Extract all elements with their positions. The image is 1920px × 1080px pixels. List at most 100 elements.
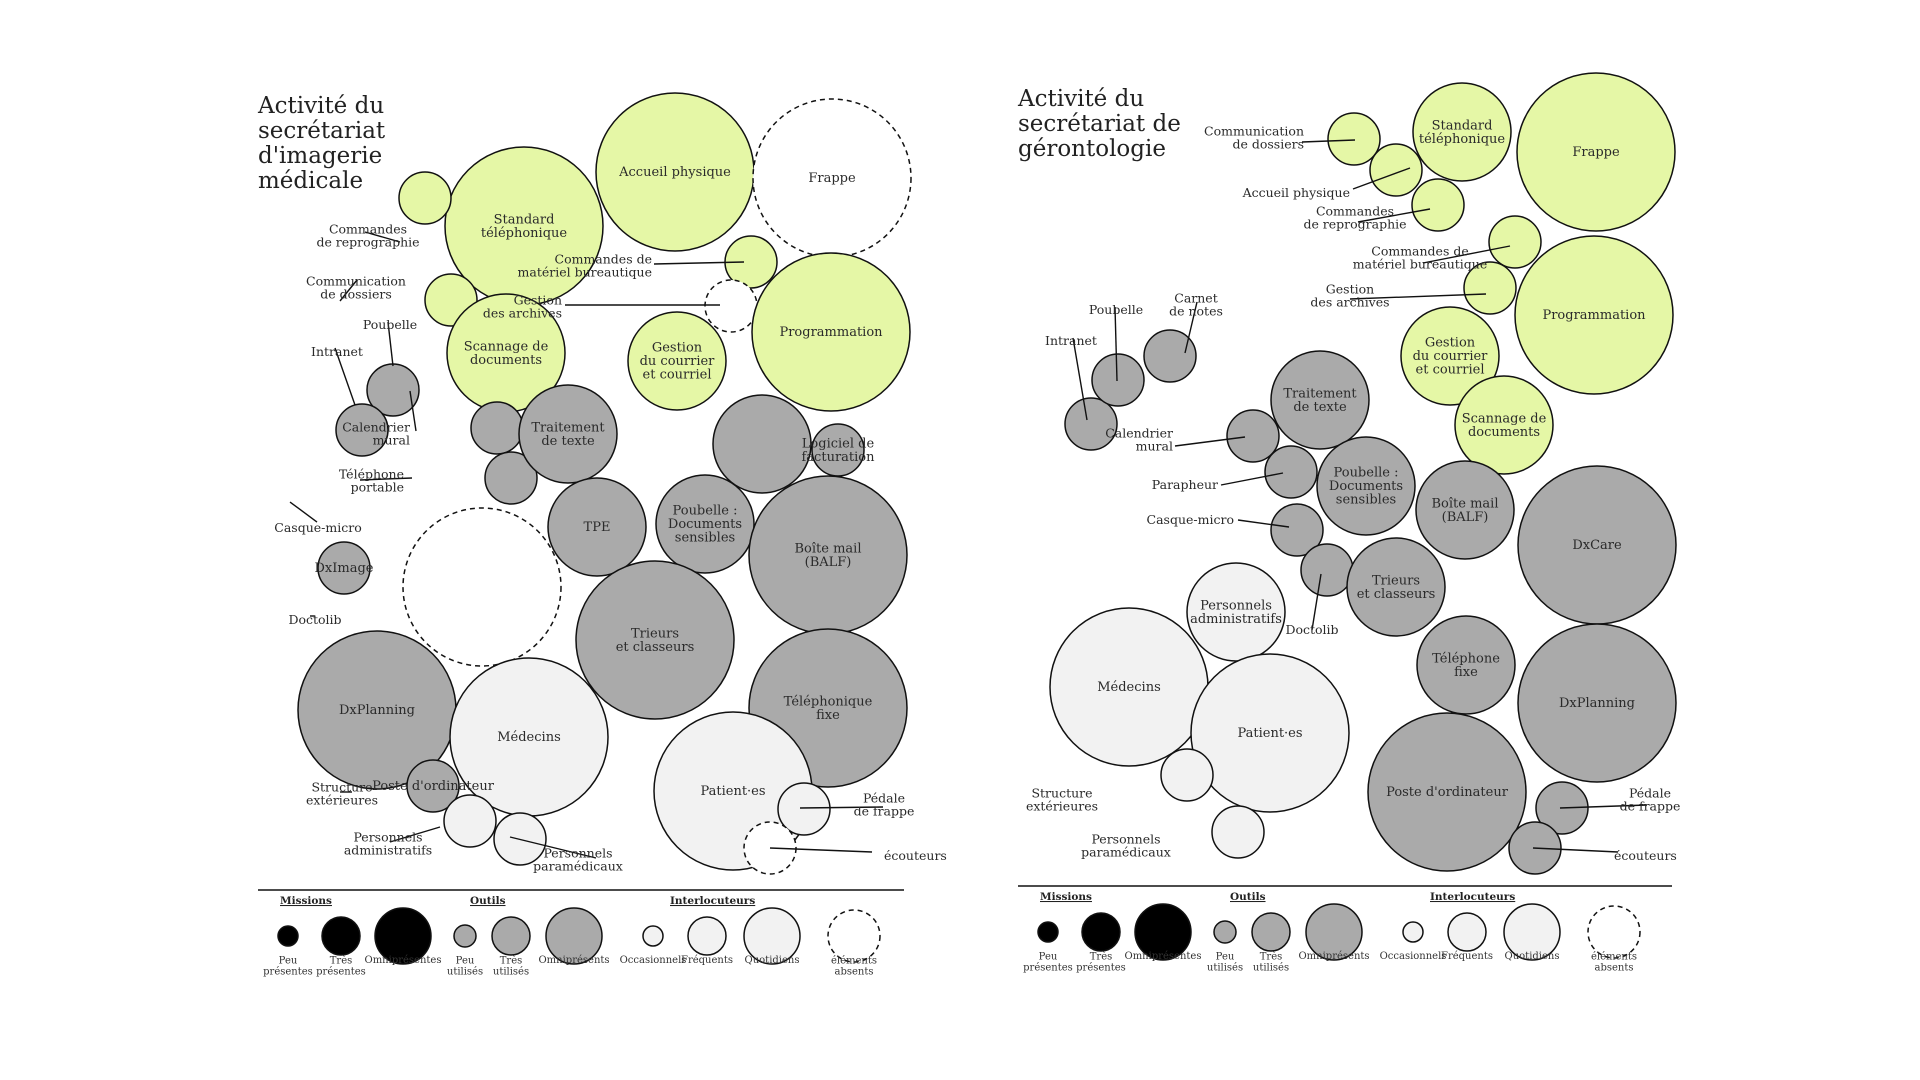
outer-label-text-line: Calendrier xyxy=(1105,426,1173,441)
bubble-label: Programmation xyxy=(1542,308,1646,323)
legend-swatch-legend_mission xyxy=(1134,903,1192,961)
legend-caption-line: présentes xyxy=(316,967,366,978)
bubble-label-line: téléphonique xyxy=(481,226,568,241)
bubble-interlocutor xyxy=(1211,805,1265,859)
outer-label-text: Commandes de reprographie xyxy=(1303,204,1406,232)
leader-line xyxy=(339,279,358,302)
legend-caption: Très présentes xyxy=(1076,952,1126,974)
bubble-label: Poubelle : Documents sensibles xyxy=(668,504,742,546)
legend-caption-line: absents xyxy=(834,967,873,978)
bubble-circle xyxy=(1211,805,1265,859)
legend-caption: Très présentes xyxy=(316,956,366,978)
legend-swatch-legend_mission xyxy=(374,907,432,965)
bubble-circle xyxy=(1400,306,1500,406)
outer-label-text: Personnels administratifs xyxy=(344,830,432,858)
bubble-label-line: du courrier xyxy=(1413,349,1489,364)
bubble-label: DxImage xyxy=(315,561,374,576)
leader-line xyxy=(1301,139,1356,143)
outer-label-text: Intranet xyxy=(1045,333,1097,348)
bubble-label-line: Scannage de xyxy=(464,339,549,354)
bubble-label-line: Programmation xyxy=(779,325,883,340)
outer-label-text: Gestion des archives xyxy=(483,293,562,321)
panel-title: Activité du secrétariat d'imagerie médicale xyxy=(257,93,386,194)
bubble-tool: DxImage xyxy=(315,541,374,595)
bubble-label-line: fixe xyxy=(1454,665,1478,680)
outer-label: Casque-micro xyxy=(274,501,362,535)
legend-caption-line: Omniprésents xyxy=(538,955,609,966)
bubble-label-line: facturation xyxy=(802,450,876,465)
bubble-mission xyxy=(1463,261,1517,315)
legend-caption-line: éléments xyxy=(1591,952,1637,963)
bubble-label-line: Traitement xyxy=(1283,386,1357,401)
outer-label-text-line: Gestion xyxy=(514,293,562,308)
legend-header: Missions xyxy=(1040,891,1092,903)
outer-label: Personnels administratifs xyxy=(344,826,441,858)
outer-label: Poubelle xyxy=(1089,302,1143,382)
bubble-circle xyxy=(1346,537,1446,637)
bubble-label-line: Standard xyxy=(494,212,555,227)
bubble-label-line: et classeurs xyxy=(1357,587,1436,602)
bubble-circle xyxy=(484,451,538,505)
legend-caption: Occasionnels xyxy=(1380,951,1447,962)
outer-label: Structure extérieures xyxy=(1026,786,1098,814)
legend-swatch-interlocutor xyxy=(1503,903,1561,961)
bubble-label-line: Standard xyxy=(1432,118,1493,133)
bubble-label: Boîte mail (BALF) xyxy=(795,541,862,570)
title-line: secrétariat de xyxy=(1018,111,1181,137)
outer-label-text: Personnels paramédicaux xyxy=(533,846,623,874)
outer-label-text-line: Carnet xyxy=(1174,291,1217,306)
bubble-label-line: Personnels xyxy=(1200,598,1272,613)
bubble-absent xyxy=(704,279,758,333)
bubble-label: Frappe xyxy=(808,171,856,186)
outer-label-text: Calendrier mural xyxy=(1105,426,1173,454)
legend-caption-line: Très xyxy=(500,956,523,967)
legend-swatch-tool xyxy=(545,907,603,965)
bubble-label: Logiciel de facturation xyxy=(802,436,876,465)
bubble-label: Scannage de documents xyxy=(1462,411,1547,440)
leader-line xyxy=(1357,208,1431,223)
bubble-tool: Trieurs et classeurs xyxy=(575,560,735,720)
bubble-label-line: Programmation xyxy=(1542,308,1646,323)
bubble-circle xyxy=(1516,72,1676,232)
bubble-label-line: documents xyxy=(470,353,542,368)
bubble-mission: Standard téléphonique xyxy=(444,146,604,306)
bubble-circle xyxy=(704,279,758,333)
bubble-tool: Poste d'ordinateur xyxy=(372,759,495,813)
bubble-circle xyxy=(751,252,911,412)
legend-caption-line: présentes xyxy=(1076,963,1126,974)
leader-line xyxy=(1352,167,1411,190)
outer-label-text-line: Commandes de xyxy=(1371,244,1469,259)
bubble-label: Accueil physique xyxy=(618,165,731,180)
legend-swatch-absent xyxy=(827,909,881,963)
legend-caption-line: Omniprésents xyxy=(1298,951,1369,962)
legend-swatch-interlocutor xyxy=(1447,912,1487,952)
bubble-label-line: Patient·es xyxy=(700,784,765,799)
bubble-tool xyxy=(1143,329,1197,383)
bubble-tool xyxy=(1064,397,1118,451)
outer-label: Intranet xyxy=(1045,333,1097,421)
legend-swatch-legend_mission xyxy=(1037,921,1059,943)
legend-swatch-tool xyxy=(1305,903,1363,961)
outer-label-text: écouteurs xyxy=(884,848,947,863)
legend-caption-line: éléments xyxy=(831,956,877,967)
bubble-label-line: Poubelle : xyxy=(1334,466,1399,481)
bubble-mission xyxy=(1369,143,1423,197)
bubble-label: Personnels administratifs xyxy=(1190,598,1282,627)
legend-swatch-interlocutor xyxy=(1402,921,1424,943)
bubble-label-line: et classeurs xyxy=(616,640,695,655)
outer-label-text-line: paramédicaux xyxy=(533,859,623,874)
bubble-circle xyxy=(470,401,524,455)
bubble-tool xyxy=(1300,543,1354,597)
outer-label-text: Commandes de matériel bureautique xyxy=(518,252,652,280)
bubble-tool: Poubelle : Documents sensibles xyxy=(655,474,755,574)
leader-line xyxy=(1532,847,1619,853)
outer-label: Intranet xyxy=(311,344,363,406)
legend-swatch-interlocutor xyxy=(743,907,801,965)
bubble-circle xyxy=(1454,375,1554,475)
legend-caption: Omniprésents xyxy=(538,955,609,966)
outer-label-text: Structure extérieures xyxy=(306,780,378,808)
bubble-circle xyxy=(1514,235,1674,395)
bubble-label-line: téléphonique xyxy=(1419,132,1506,147)
bubble-label: Poubelle : Documents sensibles xyxy=(1329,466,1403,508)
bubble-label-line: DxCare xyxy=(1572,538,1622,553)
